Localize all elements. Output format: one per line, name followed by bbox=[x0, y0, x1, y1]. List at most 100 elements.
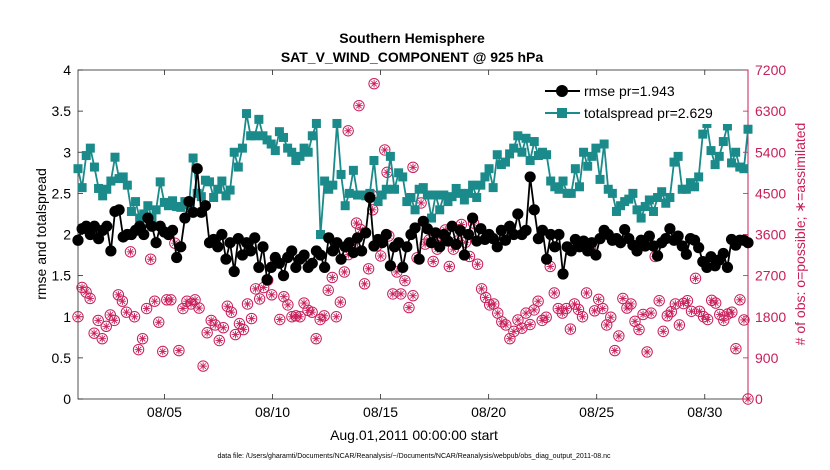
obs-point bbox=[245, 312, 258, 325]
obs-assimilated-marker bbox=[79, 284, 86, 291]
obs-assimilated-marker bbox=[583, 289, 590, 296]
x-tick-label: 08/05 bbox=[147, 404, 182, 420]
rmse-point bbox=[651, 250, 664, 262]
obs-point bbox=[532, 295, 544, 307]
obs-assimilated-marker bbox=[220, 324, 227, 331]
totalspread-point bbox=[385, 151, 395, 161]
totalspread-point bbox=[727, 158, 737, 168]
totalspread-point bbox=[632, 205, 642, 215]
totalspread-point bbox=[110, 152, 120, 162]
obs-assimilated-marker bbox=[107, 311, 114, 318]
rmse-point bbox=[249, 232, 261, 244]
obs-assimilated-marker bbox=[732, 345, 739, 352]
obs-point bbox=[516, 322, 528, 334]
obs-assimilated-marker bbox=[99, 335, 106, 342]
obs-assimilated-marker bbox=[579, 313, 586, 320]
obs-possible-marker bbox=[318, 310, 330, 322]
obs-assimilated-marker bbox=[660, 328, 667, 335]
obs-possible-marker bbox=[237, 323, 250, 336]
obs-possible-marker bbox=[144, 253, 157, 265]
obs-assimilated-marker bbox=[575, 306, 582, 313]
obs-possible-marker bbox=[173, 344, 185, 357]
totalspread-point bbox=[488, 183, 498, 193]
obs-point bbox=[334, 296, 347, 308]
y2-tick-label: 1800 bbox=[755, 309, 786, 325]
totalspread-point bbox=[718, 137, 728, 147]
obs-point bbox=[387, 288, 399, 300]
obs-point bbox=[116, 295, 129, 307]
rmse-point bbox=[199, 200, 212, 212]
obs-assimilated-marker bbox=[478, 285, 485, 292]
obs-possible-marker bbox=[298, 297, 310, 309]
totalspread-point bbox=[316, 230, 326, 239]
obs-assimilated-marker bbox=[571, 300, 578, 307]
obs-possible-marker bbox=[136, 332, 149, 345]
totalspread-point bbox=[373, 197, 383, 207]
obs-point bbox=[80, 286, 92, 298]
totalspread-point bbox=[168, 196, 178, 206]
totalspread-point bbox=[422, 190, 432, 200]
totalspread-point bbox=[566, 188, 576, 198]
totalspread-point bbox=[426, 213, 436, 223]
obs-possible-marker bbox=[427, 255, 439, 268]
totalspread-point bbox=[398, 172, 408, 182]
obs-point bbox=[84, 292, 96, 305]
obs-assimilated-marker bbox=[276, 316, 283, 323]
totalspread-point bbox=[439, 190, 449, 200]
totalspread-point bbox=[406, 192, 416, 202]
obs-possible-marker bbox=[548, 287, 560, 299]
rmse-point bbox=[187, 206, 199, 218]
obs-point bbox=[726, 306, 738, 318]
obs-assimilated-marker bbox=[409, 164, 417, 171]
rmse-point bbox=[742, 237, 754, 249]
obs-assimilated-marker bbox=[648, 310, 655, 317]
totalspread-point bbox=[188, 153, 198, 163]
y-tick-label: 2.5 bbox=[52, 185, 72, 201]
obs-possible-marker bbox=[80, 286, 92, 298]
obs-point bbox=[601, 319, 613, 331]
obs-point bbox=[742, 393, 754, 405]
totalspread-point bbox=[574, 182, 584, 192]
totalspread-point bbox=[295, 151, 305, 161]
obs-point bbox=[641, 346, 653, 358]
obs-point bbox=[548, 287, 560, 299]
obs-assimilated-marker bbox=[672, 300, 679, 307]
obs-assimilated-marker bbox=[595, 296, 602, 303]
obs-assimilated-marker bbox=[446, 263, 453, 270]
obs-assimilated-marker bbox=[268, 291, 275, 298]
totalspread-point bbox=[657, 187, 667, 197]
totalspread-point bbox=[77, 183, 87, 193]
obs-assimilated-marker bbox=[240, 326, 247, 333]
obs-point bbox=[368, 78, 380, 90]
totalspread-point bbox=[681, 184, 691, 194]
obs-possible-marker bbox=[153, 316, 165, 328]
obs-assimilated-marker bbox=[611, 347, 618, 354]
obs-possible-marker bbox=[407, 161, 419, 174]
obs-possible-marker bbox=[253, 293, 266, 305]
obs-point bbox=[353, 99, 365, 112]
rmse-point bbox=[101, 220, 113, 232]
legend-spread-label: totalspread pr=2.629 bbox=[584, 105, 713, 121]
obs-possible-marker bbox=[496, 316, 508, 328]
obs-assimilated-marker bbox=[155, 319, 162, 326]
rmse-point bbox=[138, 228, 150, 241]
obs-point bbox=[576, 311, 589, 323]
totalspread-point bbox=[463, 188, 473, 198]
obs-possible-marker bbox=[520, 307, 532, 319]
obs-assimilated-marker bbox=[244, 300, 251, 307]
y-tick-label: 3.5 bbox=[52, 103, 72, 119]
obs-possible-marker bbox=[197, 360, 209, 372]
rmse-point bbox=[150, 237, 162, 249]
y-tick-label: 4 bbox=[63, 62, 71, 78]
obs-point bbox=[225, 306, 238, 318]
obs-possible-marker bbox=[274, 313, 286, 326]
totalspread-point bbox=[344, 188, 354, 198]
rmse-point bbox=[553, 228, 565, 241]
obs-possible-marker bbox=[217, 322, 230, 334]
rmse-point bbox=[643, 230, 655, 242]
totalspread-point bbox=[587, 151, 597, 161]
totalspread-point bbox=[714, 151, 724, 161]
obs-possible-marker bbox=[673, 319, 686, 331]
obs-point bbox=[657, 325, 669, 338]
totalspread-point bbox=[176, 202, 186, 212]
